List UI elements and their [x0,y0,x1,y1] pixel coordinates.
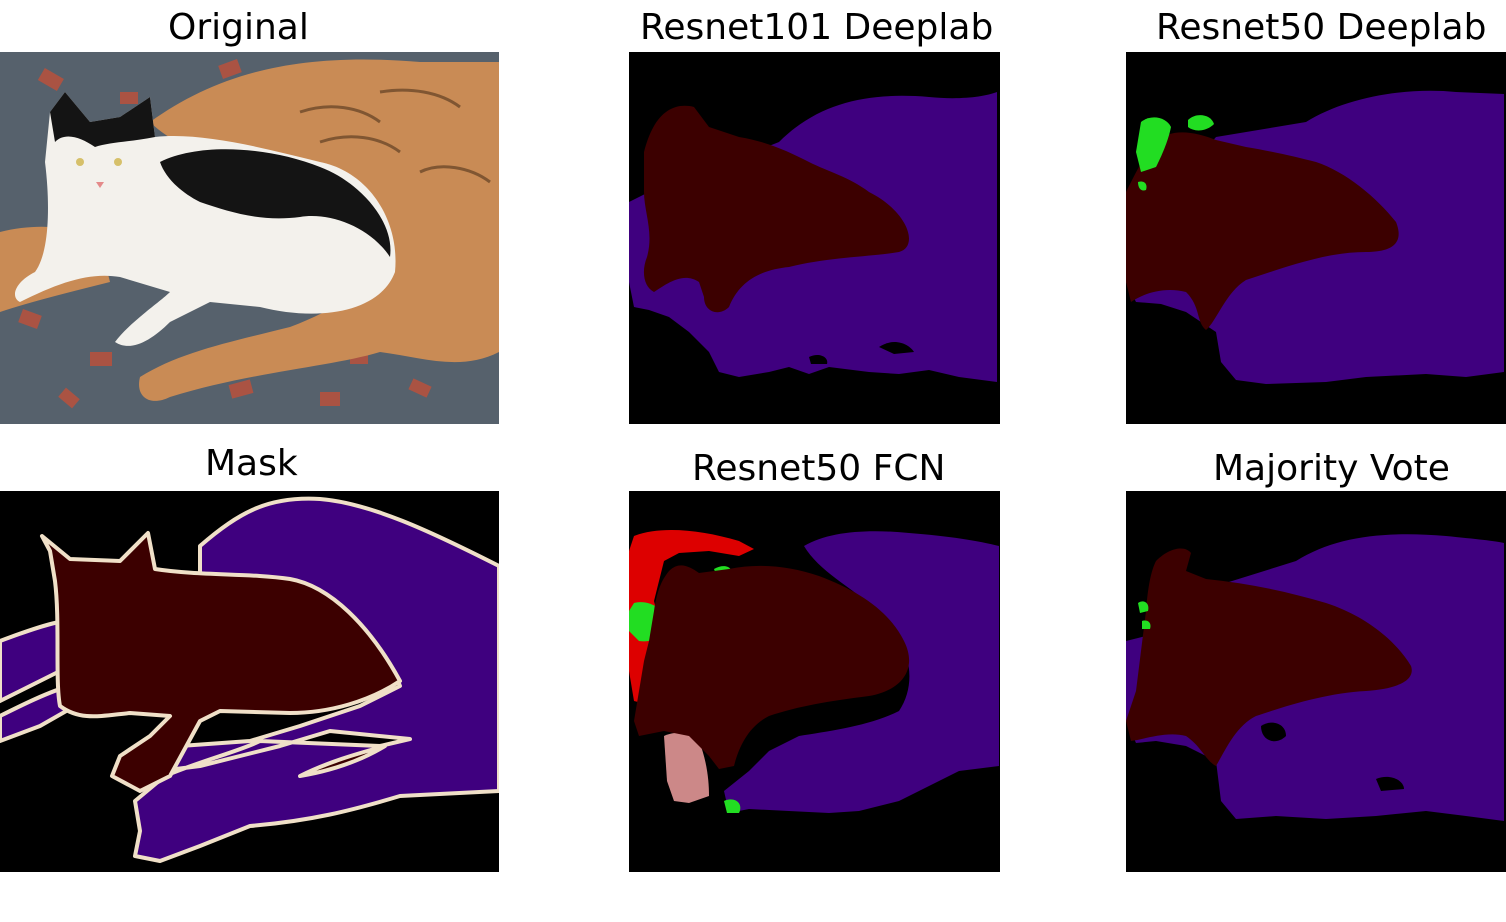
original-image [0,52,499,424]
title-mask: Mask [205,443,298,484]
green-region [1136,117,1171,172]
title-original: Original [168,7,309,48]
green-region [1138,601,1149,613]
cat-region [643,105,909,313]
cat-region [1126,548,1412,766]
pink-region [664,732,709,803]
resnet101-deeplab-segmentation [629,52,1000,424]
resnet50-deeplab-segmentation [1126,52,1506,424]
cat-region [1126,132,1399,330]
title-resnet50-fcn: Resnet50 FCN [692,448,946,489]
title-resnet50-deeplab: Resnet50 Deeplab [1156,7,1487,48]
cat-region [634,565,910,769]
dog-region [724,531,999,813]
resnet50-fcn-segmentation [629,491,1000,872]
title-resnet101-deeplab: Resnet101 Deeplab [640,7,994,48]
cat-region [40,531,402,793]
title-majority-vote: Majority Vote [1213,448,1450,489]
mask-segmentation [0,491,499,872]
majority-vote-segmentation [1126,491,1506,872]
cat-body [15,92,396,346]
